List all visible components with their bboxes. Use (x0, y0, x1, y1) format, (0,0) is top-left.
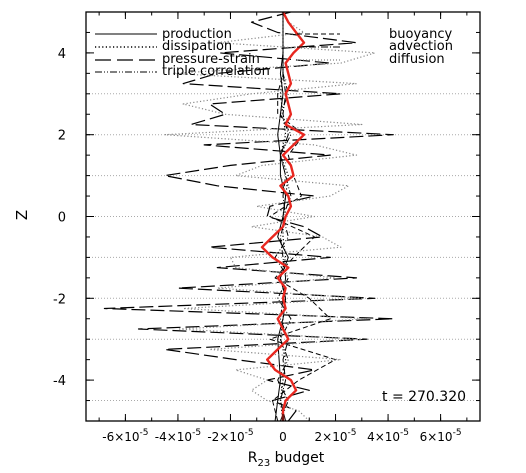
x-tick-label-exponent: -5 (192, 428, 201, 438)
x-axis-ticks: -6×10-5 -4×10-5 -2×10-5 0 2×10-5 4×10-5 6×10-5 (98, 12, 468, 444)
series-lines (103, 12, 394, 421)
x-tick-label-base: -6×10 (102, 430, 139, 444)
y-tick-label: 0 (58, 211, 66, 226)
x-tick-label: 4×10-5 (367, 428, 409, 444)
x-axis-label-subscript: 23 (257, 458, 270, 469)
series-line-dissipation (279, 12, 289, 421)
y-tick-label: 4 (58, 47, 66, 62)
legend-label-dissipation: dissipation (162, 39, 232, 54)
x-tick-label-base: -2×10 (207, 430, 244, 444)
series-line-buoyancy (269, 12, 336, 421)
legend-label-pressure-strain: pressure-strain (162, 52, 260, 67)
legend-label-advection: advection (389, 39, 453, 54)
x-tick-label: -4×10-5 (155, 428, 201, 444)
x-tick-label-base: 6×10 (420, 430, 453, 444)
legend-left: production dissipation pressure-strain t… (95, 27, 270, 79)
series-line-total (260, 12, 306, 421)
x-axis-label: R23 budget (248, 450, 325, 469)
y-axis-ticks: -4 -2 0 2 4 (53, 11, 480, 422)
x-tick-label: -2×10-5 (207, 428, 253, 444)
x-axis-label-tail: budget (270, 450, 325, 466)
y-tick-label: -2 (53, 292, 66, 307)
x-tick-label-exponent: -5 (245, 428, 254, 438)
x-tick-label-base: 2×10 (315, 430, 348, 444)
x-tick-label: 2×10-5 (315, 428, 357, 444)
y-axis-label: Z (13, 210, 31, 220)
y-tick-label: 2 (58, 129, 66, 144)
time-annotation: t = 270.320 (382, 389, 466, 405)
x-tick-label: 6×10-5 (420, 428, 462, 444)
x-tick-label: 0 (279, 430, 287, 444)
legend-right: buoyancy advection diffusion (297, 27, 453, 67)
x-tick-label-exponent: -5 (140, 428, 149, 438)
legend-label-buoyancy: buoyancy (389, 27, 452, 42)
x-tick-label-base: 0 (279, 430, 287, 444)
x-tick-label: -6×10-5 (102, 428, 148, 444)
series-line-diffusion (164, 12, 376, 421)
x-tick-label-base: -4×10 (155, 430, 192, 444)
series-line-triple-correlation (274, 12, 292, 421)
y-tick-label: -4 (53, 374, 66, 389)
legend-label-diffusion: diffusion (389, 52, 445, 67)
x-tick-label-exponent: -5 (348, 428, 357, 438)
x-tick-label-exponent: -5 (400, 428, 409, 438)
x-tick-label-base: 4×10 (367, 430, 400, 444)
x-tick-label-exponent: -5 (453, 428, 462, 438)
legend-label-triple-correlation: triple correlation (162, 64, 270, 79)
x-axis-label-main: R (248, 450, 258, 466)
series-line-pressure-strain (103, 12, 394, 421)
legend-label-production: production (162, 27, 232, 42)
